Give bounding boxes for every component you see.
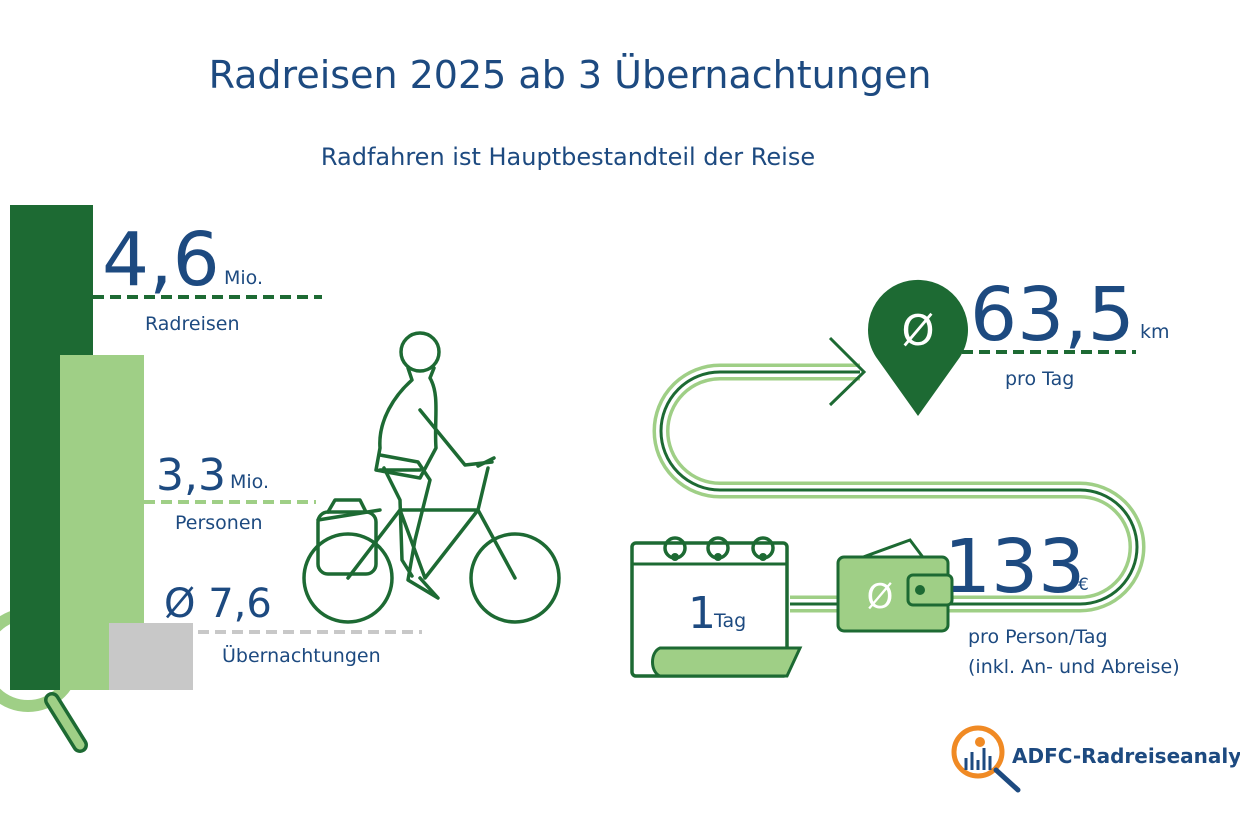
calendar-icon: [630, 536, 803, 678]
stat-unit: Mio.: [230, 471, 269, 493]
spending-unit: €: [1078, 575, 1089, 595]
distance-value: 63,5: [970, 272, 1135, 358]
stat-value: 4,6: [102, 217, 220, 303]
stat-value: 3,3: [156, 450, 226, 501]
stat-unit: Mio.: [224, 267, 263, 289]
wallet-icon: [836, 538, 954, 633]
spending-label: (inkl. An- und Abreise): [968, 656, 1180, 678]
stat-label: Radreisen: [145, 313, 239, 335]
distance-label: pro Tag: [1005, 368, 1074, 390]
cyclist-icon: [302, 331, 561, 624]
calendar-value: 1: [688, 588, 716, 639]
distance-unit: km: [1140, 321, 1170, 343]
stat-value: Ø 7,6: [164, 581, 272, 627]
calendar-unit: Tag: [713, 610, 746, 632]
spending-label: pro Person/Tag: [968, 626, 1108, 648]
wallet-symbol: Ø: [867, 577, 894, 617]
logo-text: ADFC-Radreiseanalyse: [1012, 744, 1240, 768]
subtitle: Radfahren ist Hauptbestandteil der Reise: [321, 143, 815, 171]
spending-value: 133: [944, 524, 1085, 610]
stat-label: Übernachtungen: [222, 644, 381, 667]
title: Radreisen 2025 ab 3 Übernachtungen: [209, 53, 932, 97]
bar-gray: [109, 623, 193, 690]
logo-icon: [951, 725, 1021, 793]
stat-label: Personen: [175, 512, 263, 534]
location-pin: [867, 279, 968, 416]
pin-symbol: Ø: [901, 306, 934, 355]
route: [652, 336, 1146, 613]
